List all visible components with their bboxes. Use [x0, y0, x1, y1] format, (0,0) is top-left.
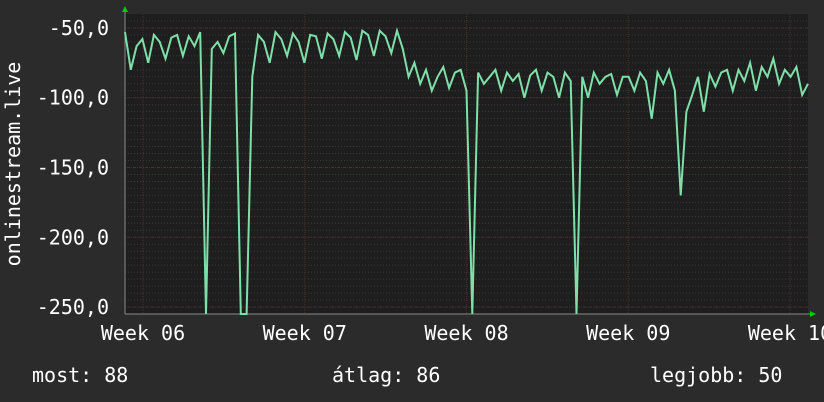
y-axis: -50,0 -100,0 -150,0 -200,0 -250,0: [37, 16, 109, 319]
stat-average-value: 86: [416, 363, 441, 387]
y-axis-label: onlinestream.live: [1, 62, 25, 267]
y-axis-arrow-icon: [122, 6, 128, 12]
stat-best-label: legjobb:: [650, 363, 747, 387]
x-tick-label: Week 09: [586, 321, 670, 345]
stat-best-value: 50: [758, 363, 783, 387]
y-tick-label: -50,0: [49, 16, 109, 40]
x-axis-arrow-icon: [810, 311, 816, 317]
y-tick-label: -100,0: [37, 86, 109, 110]
x-tick-label: Week 08: [424, 321, 508, 345]
stat-average: átlag: 86: [332, 363, 440, 387]
stat-now-label: most:: [32, 363, 93, 387]
stat-best: legjobb: 50: [650, 363, 782, 387]
y-tick-label: -200,0: [37, 225, 109, 249]
stat-now: most: 88: [32, 363, 128, 387]
y-tick-label: -250,0: [37, 295, 109, 319]
stat-now-value: 88: [104, 363, 129, 387]
grid: [124, 12, 810, 315]
x-tick-label: Week 06: [101, 321, 185, 345]
series-line: [124, 27, 809, 315]
y-tick-label: -150,0: [37, 155, 109, 179]
line-chart: -50,0-100,0-150,0-200,0-250,0 Week 06 Wee…: [1, 6, 824, 345]
x-tick-label: Week 10: [748, 321, 824, 345]
x-axis: Week 06 Week 07 Week 08 Week 09 Week 10: [101, 321, 824, 345]
stat-average-label: átlag:: [332, 363, 405, 387]
x-tick-label: Week 07: [263, 321, 347, 345]
